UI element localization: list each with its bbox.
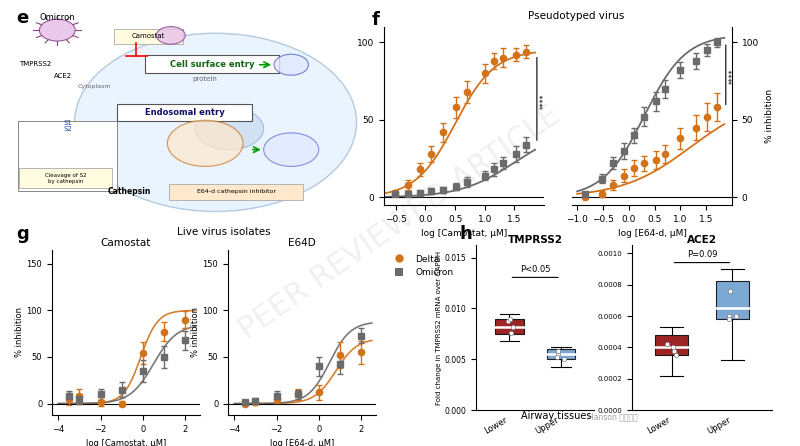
Point <box>730 313 742 320</box>
Text: Cytoplasm: Cytoplasm <box>78 84 111 89</box>
Point <box>505 329 518 336</box>
Title: TMPRSS2: TMPRSS2 <box>508 235 562 244</box>
Circle shape <box>274 54 308 75</box>
Point <box>504 315 517 322</box>
FancyBboxPatch shape <box>145 55 279 73</box>
FancyBboxPatch shape <box>546 349 575 359</box>
FancyBboxPatch shape <box>18 121 118 190</box>
Legend: Delta, Omicron: Delta, Omicron <box>386 251 457 281</box>
Text: Endosomal entry: Endosomal entry <box>145 108 225 117</box>
FancyBboxPatch shape <box>118 103 252 121</box>
Text: P=0.09: P=0.09 <box>686 251 718 260</box>
Text: Live virus isolates: Live virus isolates <box>177 227 271 237</box>
Text: E64-d cathepsin inhibitor: E64-d cathepsin inhibitor <box>197 190 276 194</box>
Point <box>506 323 519 330</box>
X-axis label: log [Camostat, μM]: log [Camostat, μM] <box>86 439 166 446</box>
Y-axis label: % inhibition: % inhibition <box>765 89 774 143</box>
Text: P<0.05: P<0.05 <box>520 265 550 274</box>
Point <box>558 356 570 363</box>
Text: Cleavage of S2
by cathepsin: Cleavage of S2 by cathepsin <box>45 173 86 184</box>
Title: E64D: E64D <box>288 238 316 248</box>
Circle shape <box>39 19 75 41</box>
Point <box>552 348 565 355</box>
FancyBboxPatch shape <box>716 281 749 319</box>
Point <box>723 313 736 320</box>
Text: Cathepsin: Cathepsin <box>108 187 151 196</box>
Point <box>502 317 515 324</box>
FancyBboxPatch shape <box>495 318 524 334</box>
Text: PEER REVIEWED ARTICLE: PEER REVIEWED ARTICLE <box>234 101 566 345</box>
Text: Airway tissues: Airway tissues <box>521 412 591 421</box>
Text: Camostat: Camostat <box>132 33 165 39</box>
Text: S1: S1 <box>63 120 72 126</box>
Text: f: f <box>372 11 380 29</box>
Ellipse shape <box>74 33 357 211</box>
Text: ****: **** <box>728 69 738 84</box>
Point <box>670 352 682 359</box>
Point <box>666 344 679 351</box>
Text: Hanson 临床科研: Hanson 临床科研 <box>588 413 638 421</box>
Y-axis label: % inhibition: % inhibition <box>14 307 24 357</box>
Point <box>723 287 736 294</box>
Point <box>552 351 565 358</box>
Circle shape <box>156 27 186 44</box>
Circle shape <box>264 133 318 166</box>
FancyBboxPatch shape <box>19 169 112 188</box>
Point <box>723 316 736 323</box>
FancyBboxPatch shape <box>114 29 183 44</box>
Point <box>667 347 680 354</box>
Circle shape <box>167 120 243 166</box>
X-axis label: log [E64-d, μM]: log [E64-d, μM] <box>618 229 686 239</box>
Ellipse shape <box>195 108 264 150</box>
X-axis label: log [Camostat, μM]: log [Camostat, μM] <box>421 229 507 239</box>
Text: Pseudotyped virus: Pseudotyped virus <box>528 11 624 21</box>
Text: Omicron: Omicron <box>39 13 75 22</box>
Text: e: e <box>16 9 28 27</box>
Text: g: g <box>16 225 29 243</box>
Point <box>661 341 674 348</box>
Y-axis label: % inhibition: % inhibition <box>190 307 200 357</box>
Point <box>551 354 564 361</box>
Title: ACE2: ACE2 <box>687 235 717 244</box>
Title: Camostat: Camostat <box>101 238 151 248</box>
Text: ****: **** <box>540 94 549 109</box>
X-axis label: log [E64-d, μM]: log [E64-d, μM] <box>270 439 334 446</box>
Text: Cell surface entry: Cell surface entry <box>170 60 254 69</box>
Text: TMPRSS2: TMPRSS2 <box>19 61 52 67</box>
Text: S2: S2 <box>63 126 72 132</box>
FancyBboxPatch shape <box>169 184 303 200</box>
FancyBboxPatch shape <box>655 335 688 355</box>
Text: h: h <box>460 225 473 243</box>
Y-axis label: Fold change in TMPRSS2 mRNA over GAPDH: Fold change in TMPRSS2 mRNA over GAPDH <box>436 251 442 405</box>
Text: ACE2: ACE2 <box>54 73 72 79</box>
Text: protein: protein <box>193 76 218 83</box>
